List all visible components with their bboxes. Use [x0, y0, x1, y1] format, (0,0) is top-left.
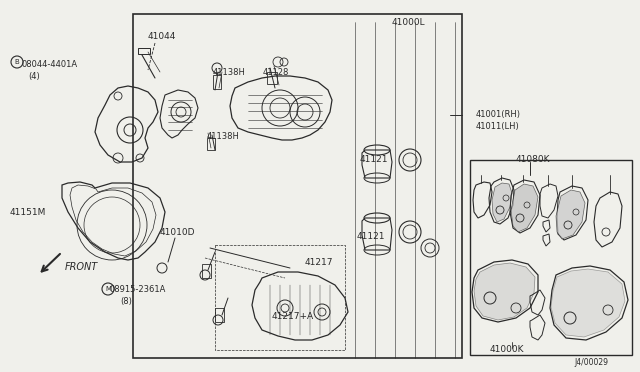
Text: J4/00029: J4/00029	[574, 358, 608, 367]
Text: 41121: 41121	[360, 155, 388, 164]
Text: 41000K: 41000K	[490, 345, 525, 354]
Text: 08044-4401A: 08044-4401A	[22, 60, 78, 69]
Bar	[267, 72, 277, 84]
Text: 41010D: 41010D	[160, 228, 195, 237]
Text: 41217: 41217	[305, 258, 333, 267]
Text: M: M	[105, 286, 111, 292]
Text: (8): (8)	[120, 297, 132, 306]
Text: 41121: 41121	[357, 232, 385, 241]
Polygon shape	[492, 183, 512, 222]
Bar	[133, 14, 462, 358]
Text: 41001(RH): 41001(RH)	[476, 110, 521, 119]
Bar	[202, 264, 211, 278]
Bar	[215, 308, 224, 322]
Text: 41138H: 41138H	[213, 68, 246, 77]
Text: 41151M: 41151M	[10, 208, 46, 217]
Bar	[213, 75, 221, 89]
Text: 41128: 41128	[263, 68, 289, 77]
Text: 41000L: 41000L	[392, 18, 426, 27]
Text: B: B	[15, 59, 19, 65]
Text: (4): (4)	[28, 72, 40, 81]
Text: 41080K: 41080K	[516, 155, 550, 164]
Text: FRONT: FRONT	[65, 262, 99, 272]
Bar	[138, 48, 150, 54]
Polygon shape	[511, 184, 538, 232]
Text: 41138H: 41138H	[207, 132, 240, 141]
Polygon shape	[556, 190, 585, 239]
Polygon shape	[474, 263, 535, 320]
Text: 41011(LH): 41011(LH)	[476, 122, 520, 131]
Polygon shape	[551, 269, 625, 337]
Text: 08915-2361A: 08915-2361A	[110, 285, 166, 294]
Text: 41044: 41044	[148, 32, 177, 41]
Bar	[470, 160, 632, 355]
Text: 41217+A: 41217+A	[272, 312, 314, 321]
Bar	[207, 138, 215, 150]
